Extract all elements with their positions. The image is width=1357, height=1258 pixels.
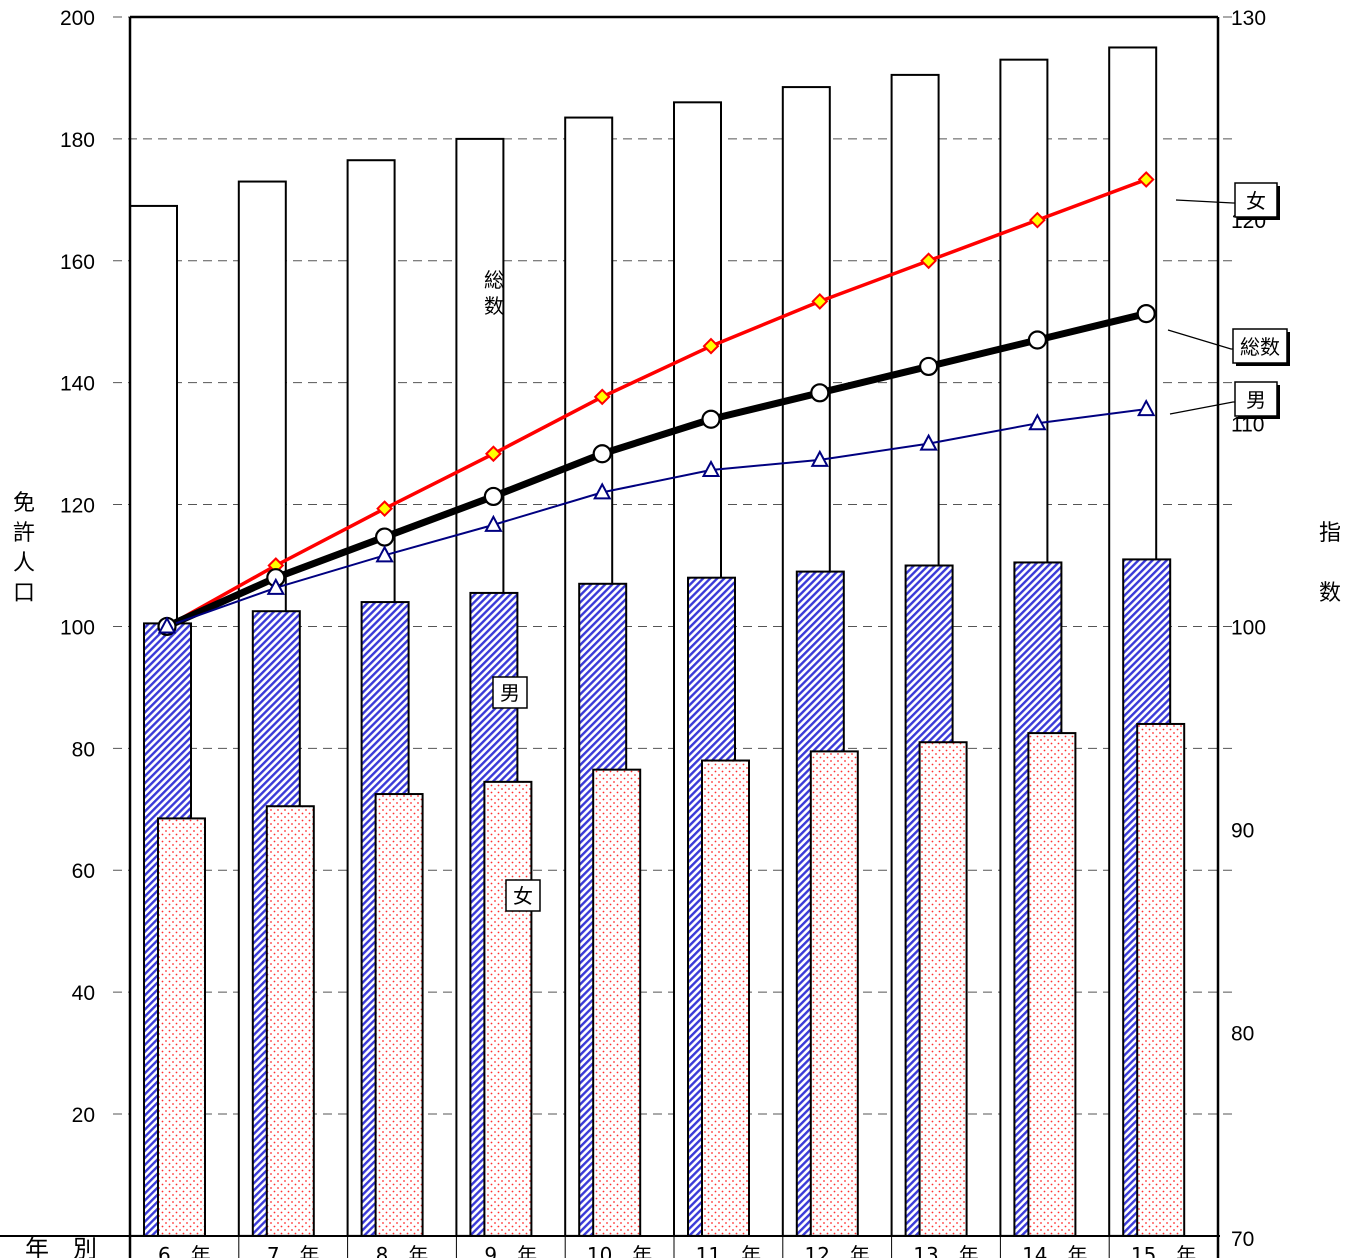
line-triangle	[166, 408, 1147, 628]
marker-male	[157, 616, 177, 634]
marker-total	[1136, 303, 1156, 324]
y-left-tick-label: 80	[72, 738, 95, 761]
bar-female	[1136, 722, 1186, 1237]
y-left-axis-title: 許	[13, 521, 35, 546]
marker-male	[1028, 413, 1047, 431]
year-label: 11 年	[696, 1243, 761, 1258]
y-left-tick-label: 180	[60, 129, 95, 152]
year-label: 15 年	[1131, 1243, 1196, 1258]
y-left-tick-label: 100	[60, 616, 95, 639]
y-left-tick-label: 60	[72, 860, 95, 883]
index-lines	[165, 177, 1148, 630]
marker-female	[484, 445, 502, 463]
bars	[129, 46, 1186, 1237]
year-row: 年 別 6 年 7 年 8 年 9 年 10 年 11 年 12 年 13 年 14 年 15 年	[0, 1235, 1220, 1258]
bar-label-total: 数	[484, 294, 504, 318]
bar-label-box	[505, 879, 541, 912]
bar-label-male: 男	[500, 681, 520, 705]
y-right-tick-label: 130	[1231, 7, 1266, 30]
bar-female	[374, 793, 424, 1237]
year-label: 6 年	[158, 1243, 211, 1258]
bar-female	[1027, 732, 1077, 1237]
line-markers	[157, 171, 1156, 637]
y-left-tick-label: 140	[60, 373, 95, 396]
y-right-axis-title: 指	[1319, 521, 1341, 546]
marker-female	[1028, 211, 1046, 229]
y-right-tick-label: 90	[1231, 820, 1254, 843]
y-left-tick-label: 160	[60, 251, 95, 274]
y-left-tick-label: 200	[60, 7, 95, 30]
marker-total	[810, 383, 830, 403]
year-label: 12 年	[804, 1243, 869, 1258]
year-label: 13 年	[913, 1243, 978, 1258]
row-header-label: 年 別	[25, 1235, 97, 1258]
y-right-tick-label: 70	[1231, 1228, 1254, 1251]
bar-female	[483, 780, 533, 1237]
line-diamond	[166, 177, 1147, 628]
leader-line	[1175, 199, 1235, 204]
marker-female	[702, 337, 720, 355]
marker-total	[918, 356, 939, 377]
line-circle	[165, 310, 1148, 630]
bar-female	[157, 817, 206, 1237]
bar-female	[918, 741, 968, 1237]
bar-female	[592, 768, 642, 1237]
legend-box	[1232, 328, 1288, 364]
marker-male	[375, 545, 394, 563]
y-left-axis-title: 免	[13, 491, 35, 516]
bar-label-female: 女	[513, 884, 533, 908]
marker-total	[483, 486, 503, 507]
marker-male	[593, 482, 612, 500]
bar-female	[701, 759, 750, 1237]
marker-male	[810, 449, 829, 467]
year-label: 10 年	[587, 1243, 652, 1258]
legend-box	[1234, 381, 1278, 417]
marker-male	[266, 577, 285, 595]
marker-total	[375, 527, 395, 547]
marker-female	[593, 388, 611, 406]
y-left-tick-label: 20	[72, 1104, 95, 1127]
year-label: 9 年	[484, 1243, 537, 1258]
marker-male	[484, 514, 503, 532]
marker-female	[920, 252, 938, 270]
marker-female	[376, 500, 394, 518]
marker-female	[811, 292, 829, 310]
y-left-axis-title: 人	[13, 551, 35, 576]
bar-female	[809, 750, 859, 1237]
marker-total	[592, 444, 612, 464]
y-right-tick-label: 80	[1231, 1023, 1254, 1046]
year-label: 14 年	[1022, 1243, 1087, 1258]
marker-male	[1137, 398, 1156, 417]
year-label: 8 年	[376, 1243, 429, 1258]
legend-label: 総数	[1240, 335, 1280, 359]
leader-line	[1169, 401, 1235, 415]
y-right-tick-label: 110	[1231, 413, 1264, 436]
year-label: 7 年	[267, 1243, 320, 1258]
legend-box	[1234, 182, 1278, 218]
y-left-tick-label: 120	[60, 495, 95, 518]
marker-total	[1027, 330, 1048, 350]
bar-label-box	[492, 676, 528, 709]
marker-female	[1137, 171, 1155, 188]
marker-male	[919, 433, 938, 451]
y-right-tick-label: 100	[1231, 616, 1266, 639]
plot-frame	[128, 15, 1220, 1258]
tick-labels: 2040608010012014016018020070809010011012…	[13, 7, 1341, 1251]
legend-label: 男	[1246, 388, 1266, 412]
marker-male	[701, 459, 721, 478]
bar-label-total: 総	[484, 268, 504, 292]
y-right-axis-title: 数	[1319, 581, 1341, 606]
y-left-tick-label: 40	[72, 982, 95, 1005]
bar-female	[265, 805, 315, 1237]
leader-line	[1167, 329, 1233, 350]
legend-label: 女	[1246, 189, 1266, 213]
marker-total	[701, 409, 721, 429]
y-left-axis-title: 口	[13, 581, 35, 606]
